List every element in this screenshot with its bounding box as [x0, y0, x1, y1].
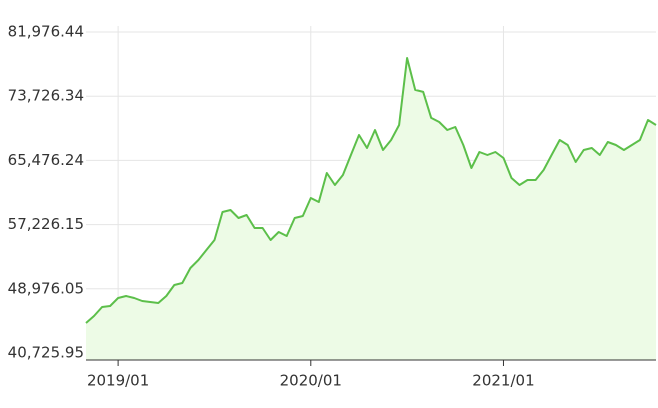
- y-tick-label: 40,725.95: [8, 344, 84, 362]
- line: [85, 57, 657, 324]
- y-tick-label: 57,226.15: [8, 215, 84, 233]
- y-tick-label: 48,976.05: [8, 279, 84, 297]
- x-tick-label: 2020/01: [280, 372, 342, 390]
- y-tick-label: 73,726.34: [8, 87, 84, 105]
- x-tick-label: 2021/01: [472, 372, 534, 390]
- y-tick-label: 65,476.24: [8, 151, 84, 169]
- y-tick-label: 81,976.44: [8, 23, 84, 41]
- area: [86, 58, 656, 360]
- x-tick-label: 2019/01: [87, 372, 149, 390]
